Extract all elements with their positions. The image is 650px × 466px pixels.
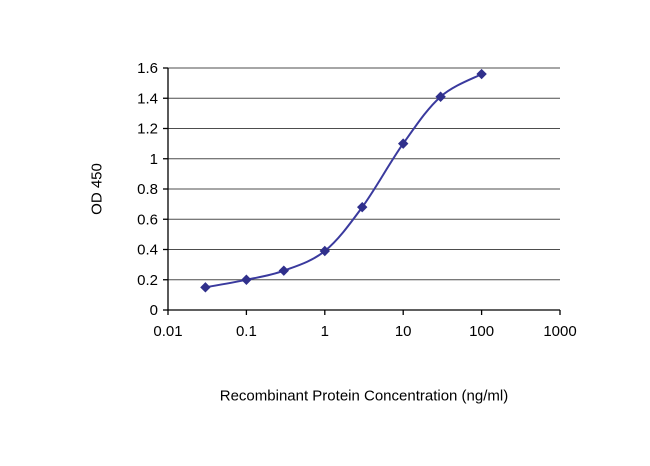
data-series-line (205, 73, 483, 289)
y-tick-label: 0.4 (137, 242, 158, 259)
x-tick-label: 1 (321, 323, 329, 340)
data-point-marker (200, 282, 211, 293)
y-tick-label: 0.2 (137, 272, 158, 289)
x-tick-label: 0.01 (153, 323, 182, 340)
data-point-marker (241, 274, 252, 285)
x-tick-label: 100 (469, 323, 494, 340)
x-axis-title: Recombinant Protein Concentration (ng/ml… (219, 387, 509, 405)
y-tick-label: 0.6 (137, 211, 158, 228)
data-point-marker (278, 265, 290, 276)
x-tick-label: 10 (395, 323, 412, 340)
data-point-marker (319, 245, 331, 257)
data-point-marker (435, 91, 446, 102)
x-tick-label: 1000 (543, 323, 576, 340)
y-tick-label: 1.4 (137, 90, 158, 107)
y-tick-label: 1.2 (137, 121, 158, 138)
y-tick-label: 0.8 (137, 181, 158, 198)
y-tick-label: 0 (150, 302, 158, 319)
data-point-marker (356, 201, 368, 213)
x-tick-label: 0.1 (236, 323, 257, 340)
y-tick-label: 1.6 (137, 60, 158, 77)
data-point-marker (397, 138, 409, 149)
data-point-marker (476, 68, 487, 80)
y-axis-title: OD 450 (88, 163, 106, 215)
y-tick-label: 1 (150, 151, 158, 168)
